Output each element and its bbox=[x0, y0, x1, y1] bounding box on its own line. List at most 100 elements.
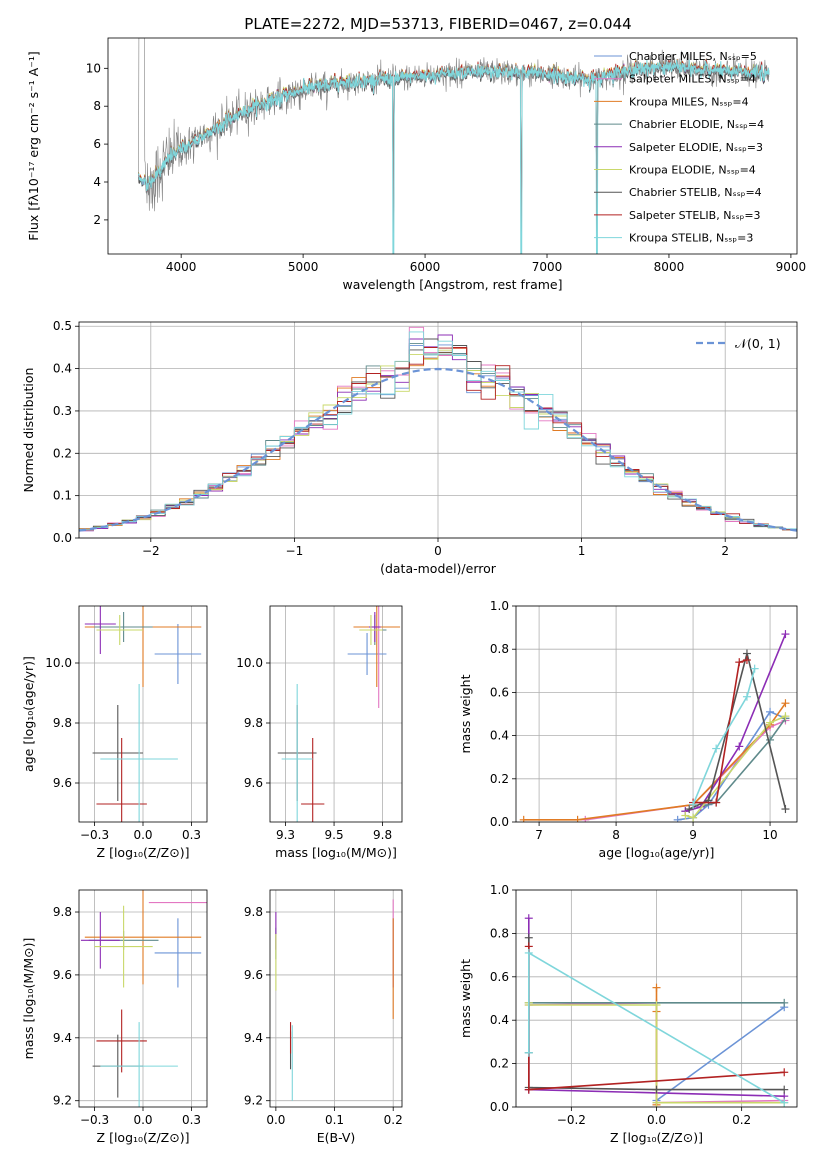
mass-weight-line bbox=[523, 702, 787, 821]
y-tick-label: 0.2 bbox=[53, 446, 72, 460]
axes-frame bbox=[515, 605, 798, 823]
errorbar-point bbox=[154, 624, 202, 684]
y-tick-label: 10.0 bbox=[45, 656, 72, 670]
mass-weight-marker bbox=[780, 1085, 789, 1094]
mass-Z-plot-area bbox=[80, 890, 207, 1107]
age-mass-panel: 9.3 9.5 9.8 9.6 9.8 10.0 mass [log₁₀(M/M⊙)] bbox=[236, 605, 403, 860]
x-tick-label: 0.2 bbox=[732, 1113, 751, 1127]
mass-weight-marker bbox=[766, 707, 775, 716]
x-axis-label: (data-model)/error bbox=[380, 561, 497, 576]
figure-title: PLATE=2272, MJD=53713, FIBERID=0467, z=0… bbox=[244, 15, 631, 33]
weight-Z-plot-area bbox=[524, 914, 789, 1107]
y-axis-label: mass weight bbox=[458, 674, 473, 753]
x-tick-label: 0 bbox=[434, 544, 442, 558]
y-tick-label: 0.0 bbox=[490, 815, 509, 829]
errorbar-point bbox=[94, 612, 153, 642]
model-spectrum-line bbox=[138, 62, 770, 254]
mass-weight-marker bbox=[689, 813, 698, 822]
legend-entry: Kroupa ELODIE, Nₛₛₚ=4 bbox=[629, 164, 756, 177]
y-tick-label: 9.8 bbox=[53, 905, 72, 919]
x-tick-label: 8000 bbox=[654, 260, 685, 274]
mass-weight-marker bbox=[781, 630, 790, 639]
x-tick-label: 10 bbox=[762, 828, 777, 842]
mass-weight-marker bbox=[780, 1098, 789, 1107]
y-tick-label: 9.6 bbox=[53, 968, 72, 982]
y-tick-label: 9.4 bbox=[244, 1031, 263, 1045]
y-tick-label: 9.8 bbox=[244, 716, 263, 730]
y-tick-label: 1.0 bbox=[490, 599, 509, 613]
mass-weight-marker bbox=[652, 1001, 661, 1010]
mass-weight-marker bbox=[685, 805, 694, 814]
x-tick-label: −1 bbox=[286, 544, 304, 558]
mass-weight-marker bbox=[780, 998, 789, 1007]
x-axis-label: mass [log₁₀(M/M⊙)] bbox=[275, 845, 397, 860]
weight-Z-panel: −0.2 0.0 0.2 0.0 0.2 0.4 0.6 0.8 1.0 Z [log₁₀(Z/Z… bbox=[458, 883, 798, 1145]
y-tick-label: 9.4 bbox=[53, 1031, 72, 1045]
y-axis-label: mass [log₁₀(M/M⊙)] bbox=[21, 938, 36, 1060]
mass-weight-marker bbox=[712, 744, 721, 753]
y-tick-label: 0.4 bbox=[490, 1013, 509, 1027]
x-tick-label: 0.1 bbox=[325, 1113, 344, 1127]
legend-entry: Kroupa MILES, Nₛₛₚ=4 bbox=[629, 95, 749, 108]
mass-weight-marker bbox=[735, 742, 744, 751]
errorbar-point bbox=[301, 738, 325, 822]
axes-frame bbox=[269, 605, 403, 823]
residuals-panel: −2 −1 0 1 2 0.0 0.1 0.2 0.3 0.4 0.5 (data-model)/er… bbox=[21, 319, 798, 576]
x-tick-label: −2 bbox=[142, 544, 160, 558]
mass-weight-marker bbox=[750, 664, 759, 673]
x-tick-label: 9.3 bbox=[276, 828, 295, 842]
mass-weight-marker bbox=[524, 948, 533, 957]
x-tick-label: −0.3 bbox=[80, 828, 109, 842]
y-tick-label: 0.1 bbox=[53, 489, 72, 503]
y-tick-label: 0.5 bbox=[53, 319, 72, 333]
mass-weight-marker bbox=[781, 699, 790, 708]
x-tick-label: 5000 bbox=[288, 260, 319, 274]
x-tick-label: 0.0 bbox=[647, 1113, 666, 1127]
mass-weight-line bbox=[692, 668, 756, 806]
x-tick-label: 0.0 bbox=[133, 828, 152, 842]
mass-Z-panel: −0.3 0.0 0.3 9.2 9.4 9.6 9.8 Z [log₁₀(Z/Z⊙)] mas… bbox=[21, 889, 208, 1145]
y-tick-label: 0.0 bbox=[53, 531, 72, 545]
errorbar-point bbox=[92, 705, 143, 801]
model-spectrum-line bbox=[138, 58, 770, 253]
y-tick-label: 9.6 bbox=[53, 776, 72, 790]
legend-entry: Chabrier MILES, Nₛₛₚ=5 bbox=[629, 50, 757, 63]
legend-entry: Chabrier ELODIE, Nₛₛₚ=4 bbox=[629, 118, 764, 131]
axes-frame bbox=[269, 889, 403, 1108]
y-tick-label: 10 bbox=[86, 61, 101, 75]
age-mass-plot-area bbox=[277, 606, 401, 822]
y-tick-label: 9.8 bbox=[244, 905, 263, 919]
x-tick-label: 6000 bbox=[410, 260, 441, 274]
mass-weight-marker bbox=[652, 1085, 661, 1094]
x-axis-label: E(B-V) bbox=[317, 1130, 356, 1145]
y-axis-label: Flux [fλ10⁻¹⁷ erg cm⁻² s⁻¹ A⁻¹] bbox=[26, 51, 41, 240]
errorbar-point bbox=[94, 905, 153, 988]
x-tick-label: 9.8 bbox=[373, 828, 392, 842]
age-Z-panel: −0.3 0.0 0.3 9.6 9.8 10.0 Z [log₁₀(Z/Z⊙)] age [… bbox=[21, 605, 208, 860]
y-tick-label: 0.6 bbox=[490, 685, 509, 699]
residual-legend: 𝒩(0, 1) bbox=[696, 336, 781, 351]
errorbar-point bbox=[84, 606, 116, 654]
mass-weight-marker bbox=[652, 983, 661, 992]
model-spectrum-line bbox=[138, 59, 770, 252]
mass-weight-marker bbox=[781, 712, 790, 721]
y-axis-label: age [log₁₀(age/yr)] bbox=[21, 656, 36, 772]
model-spectrum-line bbox=[138, 60, 770, 254]
mass-weight-marker bbox=[742, 656, 751, 664]
legend-entry: Chabrier STELIB, Nₛₛₚ=4 bbox=[629, 186, 762, 199]
age-Z-plot-area bbox=[84, 606, 202, 822]
mass-weight-marker bbox=[524, 1085, 533, 1094]
weight-age-panel: 7 8 9 10 0.0 0.2 0.4 0.6 0.8 1.0 age [log₁₀(age/yr… bbox=[458, 599, 798, 860]
y-tick-label: 0.2 bbox=[490, 772, 509, 786]
residuals-plot-area bbox=[79, 326, 797, 532]
y-axis-label: mass weight bbox=[458, 959, 473, 1038]
y-tick-label: 0.3 bbox=[53, 404, 72, 418]
x-axis-label: Z [log₁₀(Z/Z⊙)] bbox=[97, 845, 190, 860]
mass-EBV-panel: 0.0 0.1 0.2 9.2 9.4 9.6 9.8 E(B-V) bbox=[244, 889, 403, 1145]
mass-weight-marker bbox=[742, 692, 751, 701]
errorbar-point bbox=[100, 684, 178, 822]
x-tick-label: 4000 bbox=[166, 260, 197, 274]
spectrum-plot-area bbox=[138, 38, 770, 254]
y-tick-label: 0.6 bbox=[490, 970, 509, 984]
x-tick-label: 0.0 bbox=[266, 1113, 285, 1127]
